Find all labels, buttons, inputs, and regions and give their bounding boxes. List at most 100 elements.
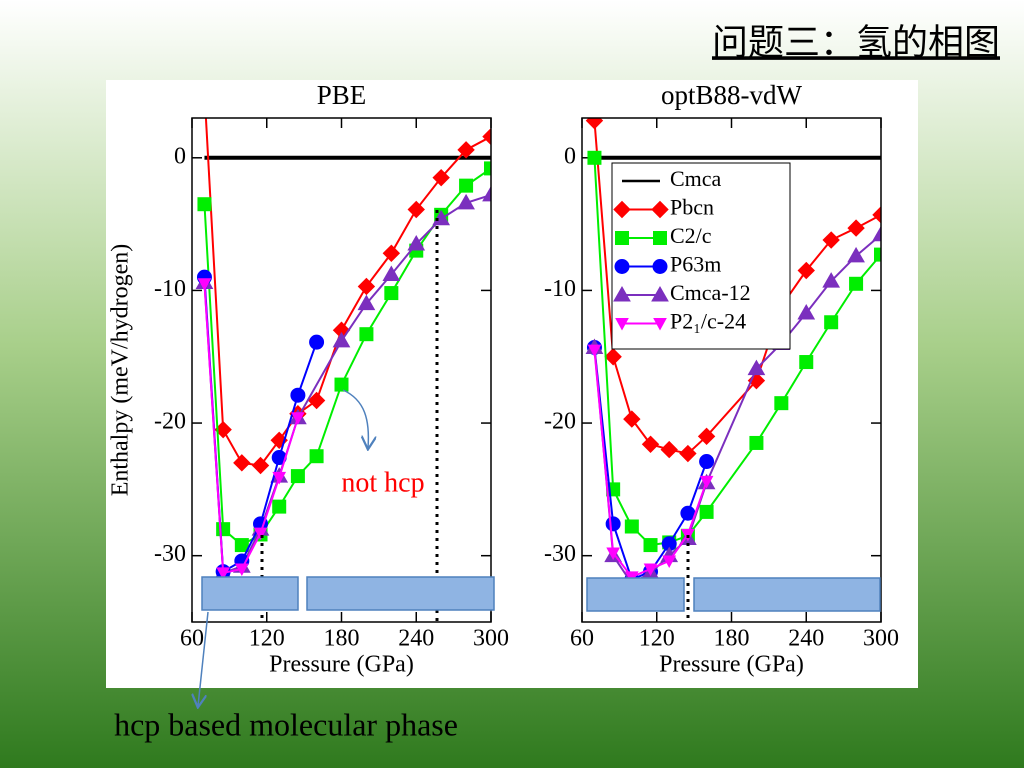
marker — [234, 538, 249, 553]
marker — [382, 244, 401, 262]
phase-box — [306, 576, 495, 611]
x-axis-label: Pressure (GPa) — [659, 652, 804, 678]
phase-box — [586, 577, 685, 612]
marker — [641, 435, 660, 453]
marker — [822, 272, 841, 288]
marker — [615, 231, 629, 245]
marker — [291, 412, 305, 425]
legend-label: Cmca — [670, 166, 722, 191]
marker — [749, 435, 764, 450]
series-line — [203, 283, 299, 575]
marker — [307, 391, 326, 410]
marker — [699, 454, 715, 470]
marker — [359, 327, 374, 342]
marker — [334, 377, 349, 392]
x-tick-label: 300 — [473, 626, 509, 652]
marker — [699, 504, 714, 519]
marker — [290, 469, 305, 484]
marker — [872, 225, 881, 242]
marker — [847, 246, 865, 263]
marker — [822, 231, 840, 249]
plot: optB88-vdW 60 120 180 240 300 -30 -20 -10 0 Pressu… — [544, 80, 899, 677]
marker — [382, 265, 401, 282]
marker — [662, 555, 677, 569]
marker — [623, 410, 641, 428]
marker — [643, 563, 658, 576]
marker — [197, 278, 212, 291]
marker — [849, 276, 864, 291]
chart-title: optB88-vdW — [661, 80, 803, 110]
marker — [407, 234, 426, 251]
marker — [653, 231, 667, 245]
marker — [233, 454, 251, 472]
y-tick-label: -20 — [544, 409, 576, 435]
marker — [797, 303, 816, 320]
marker — [482, 127, 491, 146]
marker — [651, 285, 669, 302]
slide-title: 问题三：氢的相图 — [712, 22, 1000, 62]
plot-frame — [191, 117, 492, 623]
marker — [587, 150, 602, 165]
marker — [847, 219, 865, 237]
phase-box — [201, 576, 299, 611]
marker — [699, 475, 714, 489]
marker — [872, 206, 881, 224]
marker — [234, 563, 249, 576]
marker — [797, 261, 815, 280]
marker — [384, 286, 399, 301]
marker — [432, 209, 451, 226]
x-tick-label: 180 — [324, 626, 360, 652]
marker — [652, 259, 668, 274]
legend-label: C2/c — [670, 223, 712, 248]
marker — [197, 197, 212, 212]
marker — [799, 355, 814, 370]
marker — [624, 519, 639, 534]
plot: PBE 60 120 180 240 300 -30 -20 -10 0 Pressure (GPa… — [108, 80, 510, 677]
marker — [874, 247, 881, 262]
marker — [457, 141, 475, 159]
marker — [432, 168, 450, 187]
marker — [681, 528, 695, 542]
marker — [614, 259, 630, 274]
marker — [216, 522, 231, 537]
x-tick-label: 240 — [398, 626, 434, 652]
legend: Cmca Pbcn C2/c P63m Cmca-12 P2₁/c-24 — [611, 162, 791, 350]
legend-label: Cmca-12 — [670, 280, 751, 305]
x-tick-label: 180 — [714, 626, 750, 652]
marker — [309, 334, 325, 350]
marker — [679, 444, 697, 463]
marker — [774, 396, 789, 411]
y-tick-label: -10 — [154, 276, 186, 302]
y-tick-label: 0 — [564, 143, 576, 169]
marker — [604, 348, 622, 366]
marker — [824, 315, 839, 330]
marker — [251, 456, 270, 475]
x-tick-label: 240 — [788, 626, 824, 652]
series-group — [585, 118, 881, 591]
marker — [216, 567, 230, 580]
marker — [290, 387, 306, 403]
x-tick-label: 60 — [180, 626, 204, 652]
arrow — [342, 389, 368, 448]
arrow — [198, 611, 209, 706]
x-tick-label: 60 — [570, 626, 594, 652]
y-axis-label: Enthalpy (meV/hydrogen) — [108, 244, 134, 497]
marker — [482, 185, 491, 202]
phase-box — [693, 577, 881, 612]
y-tick-label: -30 — [544, 541, 576, 567]
legend-label: P2₁/c-24 — [670, 309, 746, 334]
legend-label: P63m — [670, 252, 721, 277]
marker — [457, 193, 475, 210]
y-tick-label: -10 — [544, 276, 576, 302]
marker — [605, 516, 621, 532]
marker — [613, 285, 631, 302]
y-tick-label: -20 — [154, 409, 186, 435]
marker — [272, 471, 287, 485]
x-tick-label: 300 — [863, 626, 899, 652]
marker — [585, 118, 604, 130]
annotation: not hcp — [341, 467, 424, 498]
marker — [606, 547, 620, 561]
x-tick-label: 120 — [249, 626, 285, 652]
marker — [653, 318, 667, 331]
